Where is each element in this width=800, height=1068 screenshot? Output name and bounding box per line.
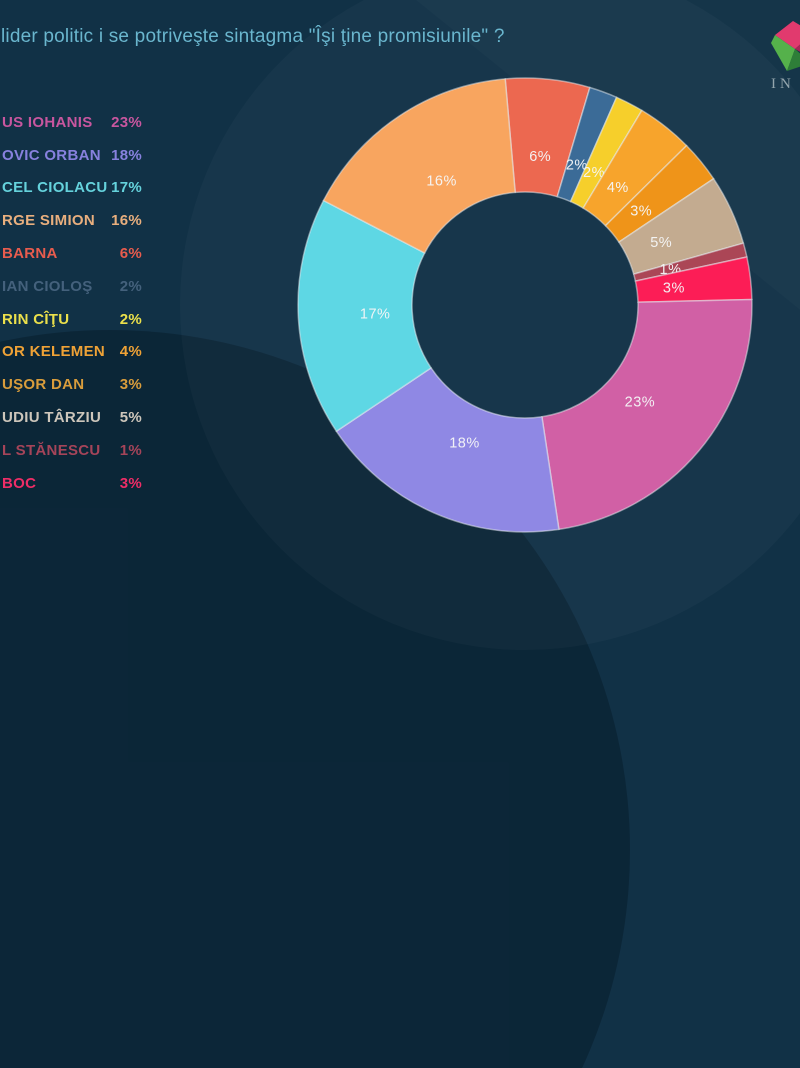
legend-value: 1% bbox=[119, 441, 142, 459]
donut-segment-label: 5% bbox=[650, 235, 672, 251]
legend-value: 17% bbox=[111, 179, 142, 197]
legend-label: US IOHANIS bbox=[2, 113, 93, 131]
legend-value: 6% bbox=[119, 245, 142, 263]
donut-segment bbox=[335, 367, 560, 533]
legend-label: BARNA bbox=[2, 245, 58, 263]
legend-label: UŞOR DAN bbox=[2, 376, 85, 394]
legend-label: BOC bbox=[2, 474, 37, 492]
legend-value: 18% bbox=[111, 146, 142, 164]
legend-value: 3% bbox=[119, 376, 142, 394]
donut-segment-label: 16% bbox=[426, 173, 457, 189]
legend-label: OVIC ORBAN bbox=[2, 146, 101, 164]
legend-value: 3% bbox=[119, 474, 142, 492]
legend-item: OVIC ORBAN 18% bbox=[2, 139, 142, 172]
donut-segment bbox=[297, 199, 432, 433]
legend-label: L STĂNESCU bbox=[2, 441, 101, 459]
legend-value: 2% bbox=[119, 277, 142, 295]
legend-item: BARNA 6% bbox=[2, 237, 142, 270]
legend-item: BOC 3% bbox=[2, 467, 142, 500]
legend-label: UDIU TÂRZIU bbox=[2, 409, 102, 427]
legend-item: UŞOR DAN 3% bbox=[2, 368, 142, 401]
donut-segment-label: 3% bbox=[663, 280, 685, 296]
legend-item: OR KELEMEN 4% bbox=[2, 336, 142, 369]
legend-label: RIN CÎŢU bbox=[2, 310, 70, 328]
donut-segment-label: 18% bbox=[449, 435, 480, 451]
page-title: lider politic i se potriveşte sintagma "… bbox=[1, 26, 505, 47]
legend-value: 2% bbox=[119, 310, 142, 328]
brand-gem-icon bbox=[771, 21, 800, 71]
legend-item: IAN CIOLOŞ 2% bbox=[2, 270, 142, 303]
legend-item: RGE SIMION 16% bbox=[2, 204, 142, 237]
brand-name-text: IN bbox=[771, 76, 795, 92]
legend-item: RIN CÎŢU 2% bbox=[2, 303, 142, 336]
donut-segment-label: 6% bbox=[529, 149, 551, 165]
donut-segment-label: 2% bbox=[566, 157, 588, 173]
legend-label: CEL CIOLACU bbox=[2, 179, 108, 197]
legend-label: RGE SIMION bbox=[2, 212, 96, 230]
legend-label: IAN CIOLOŞ bbox=[2, 277, 93, 295]
donut-segment-label: 23% bbox=[625, 394, 656, 410]
legend-item: UDIU TÂRZIU 5% bbox=[2, 401, 142, 434]
chart-legend: US IOHANIS 23% OVIC ORBAN 18% CEL CIOLACU 17%… bbox=[2, 106, 142, 500]
legend-item: CEL CIOLACU 17% bbox=[2, 172, 142, 205]
legend-value: 23% bbox=[111, 113, 142, 131]
legend-value: 16% bbox=[111, 212, 142, 230]
donut-segment bbox=[541, 298, 753, 531]
legend-item: L STĂNESCU 1% bbox=[2, 434, 142, 467]
legend-value: 5% bbox=[119, 409, 142, 427]
donut-segment-label: 4% bbox=[607, 180, 629, 196]
poll-slide: { "header": { "title": "lider politic i … bbox=[0, 21, 800, 1068]
donut-segment-label: 3% bbox=[630, 203, 652, 219]
legend-value: 4% bbox=[119, 343, 142, 361]
legend-item: US IOHANIS 23% bbox=[2, 106, 142, 139]
donut-chart: 6%2%2%4%3%5%1%3%23%18%17%16% bbox=[297, 77, 753, 533]
donut-segment-label: 2% bbox=[583, 165, 605, 181]
donut-segment bbox=[322, 78, 516, 254]
donut-segment-label: 17% bbox=[360, 306, 391, 322]
legend-label: OR KELEMEN bbox=[2, 343, 106, 361]
